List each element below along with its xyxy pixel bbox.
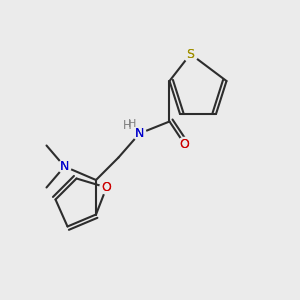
Text: N: N [60,160,69,173]
Text: S: S [187,47,194,61]
Circle shape [178,137,191,151]
Circle shape [100,181,113,194]
Text: N: N [135,127,144,140]
Text: H: H [123,119,132,133]
Text: N: N [60,160,69,173]
Circle shape [133,127,146,140]
Text: O: O [180,137,189,151]
Text: N: N [135,127,144,140]
Text: S: S [187,47,194,61]
Circle shape [58,160,71,173]
Text: O: O [102,181,111,194]
Text: O: O [102,181,111,194]
Text: H: H [128,119,136,130]
Circle shape [183,46,198,62]
Text: O: O [180,137,189,151]
